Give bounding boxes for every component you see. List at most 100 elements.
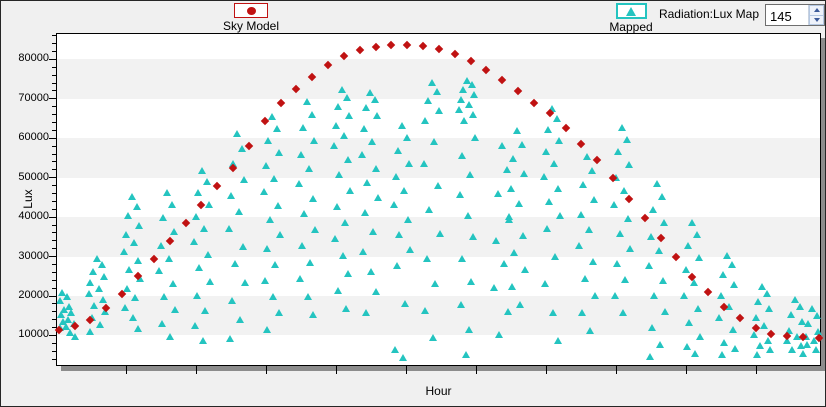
data-point-mapped xyxy=(649,206,658,214)
data-point-mapped xyxy=(341,218,350,226)
x-tick xyxy=(615,365,617,374)
x-tick xyxy=(405,365,407,374)
data-point-sky-model xyxy=(434,44,444,54)
data-point-mapped xyxy=(422,254,431,262)
data-point-mapped xyxy=(784,326,793,334)
y-minor-tick xyxy=(52,35,57,37)
data-point-mapped xyxy=(401,299,410,307)
data-point-mapped xyxy=(373,112,382,120)
data-point-mapped xyxy=(300,210,309,217)
data-point-mapped xyxy=(133,256,142,264)
data-point-mapped xyxy=(166,332,175,340)
y-major-tick xyxy=(49,58,57,60)
data-point-mapped xyxy=(730,345,739,353)
data-point-mapped xyxy=(71,333,80,341)
data-point-mapped xyxy=(540,172,549,180)
data-point-mapped xyxy=(788,346,797,354)
data-point-mapped xyxy=(63,315,72,323)
data-point-mapped xyxy=(225,225,234,233)
data-point-mapped xyxy=(691,350,700,358)
spinner-up-button[interactable] xyxy=(809,5,824,16)
data-point-mapped xyxy=(425,205,434,213)
data-point-mapped xyxy=(229,159,238,167)
data-point-mapped xyxy=(727,261,736,269)
mapped-marker-icon xyxy=(626,6,636,16)
data-point-mapped xyxy=(460,116,469,124)
data-point-mapped xyxy=(66,328,75,336)
data-point-mapped xyxy=(369,228,378,236)
data-point-mapped xyxy=(86,279,95,286)
data-point-mapped xyxy=(120,304,129,312)
data-point-mapped xyxy=(787,310,796,318)
data-point-mapped xyxy=(424,97,433,105)
spinner-buttons xyxy=(808,5,824,25)
sky-model-legend: Sky Model xyxy=(206,3,296,33)
data-point-mapped xyxy=(462,76,471,84)
data-point-mapped xyxy=(230,260,239,268)
data-point-mapped xyxy=(457,301,466,309)
y-minor-tick xyxy=(52,319,57,321)
data-point-mapped xyxy=(458,254,467,262)
data-point-mapped xyxy=(56,297,65,305)
data-point-mapped xyxy=(170,306,179,314)
data-point-mapped xyxy=(260,187,269,195)
y-minor-tick xyxy=(52,240,57,242)
data-point-mapped xyxy=(372,288,381,296)
data-point-mapped xyxy=(647,324,656,332)
data-point-mapped xyxy=(588,258,597,266)
y-minor-tick xyxy=(52,43,57,45)
y-major-tick xyxy=(49,98,57,100)
x-tick xyxy=(685,365,687,374)
data-point-mapped xyxy=(497,142,506,150)
data-point-mapped xyxy=(766,346,775,354)
data-point-mapped xyxy=(121,230,130,238)
data-point-mapped xyxy=(373,193,382,201)
y-minor-tick xyxy=(52,161,57,163)
data-point-mapped xyxy=(57,310,66,318)
data-point-mapped xyxy=(96,320,105,328)
data-point-mapped xyxy=(494,189,503,197)
day-spinner-input[interactable] xyxy=(766,5,808,25)
band xyxy=(57,217,820,257)
y-minor-tick xyxy=(52,82,57,84)
data-point-mapped xyxy=(198,166,207,174)
data-point-mapped xyxy=(270,174,279,182)
data-point-mapped xyxy=(331,121,340,129)
data-point-mapped xyxy=(305,165,314,173)
data-point-mapped xyxy=(434,107,443,115)
data-point-mapped xyxy=(395,230,404,238)
data-point-mapped xyxy=(580,274,589,282)
x-tick xyxy=(475,365,477,374)
data-point-mapped xyxy=(810,336,819,344)
data-point-mapped xyxy=(60,305,68,313)
data-point-mapped xyxy=(226,335,235,343)
x-tick xyxy=(265,365,267,374)
data-point-mapped xyxy=(765,305,774,313)
data-point-mapped xyxy=(518,232,527,240)
data-point-mapped xyxy=(368,137,377,145)
y-minor-tick xyxy=(52,311,57,313)
y-minor-tick xyxy=(52,208,57,210)
data-point-mapped xyxy=(763,336,772,344)
data-point-sky-model xyxy=(624,195,634,204)
data-point-mapped xyxy=(552,115,561,123)
chevron-down-icon xyxy=(813,17,820,22)
mapped-legend-box[interactable] xyxy=(615,3,647,19)
data-point-mapped xyxy=(579,181,588,189)
data-point-mapped xyxy=(162,188,171,196)
data-point-mapped xyxy=(613,260,622,268)
y-major-tick xyxy=(49,216,57,218)
data-point-mapped xyxy=(370,96,379,104)
data-point-mapped xyxy=(85,327,94,335)
data-point-mapped xyxy=(503,307,512,315)
data-point-mapped xyxy=(548,105,557,113)
data-point-mapped xyxy=(276,230,285,238)
spinner-down-button[interactable] xyxy=(809,15,824,25)
sky-model-legend-box[interactable] xyxy=(234,3,268,18)
data-point-mapped xyxy=(295,275,304,283)
data-point-mapped xyxy=(755,341,764,349)
data-point-mapped xyxy=(469,90,478,98)
data-point-mapped xyxy=(337,86,346,94)
data-point-mapped xyxy=(495,331,504,339)
data-point-mapped xyxy=(389,200,398,208)
